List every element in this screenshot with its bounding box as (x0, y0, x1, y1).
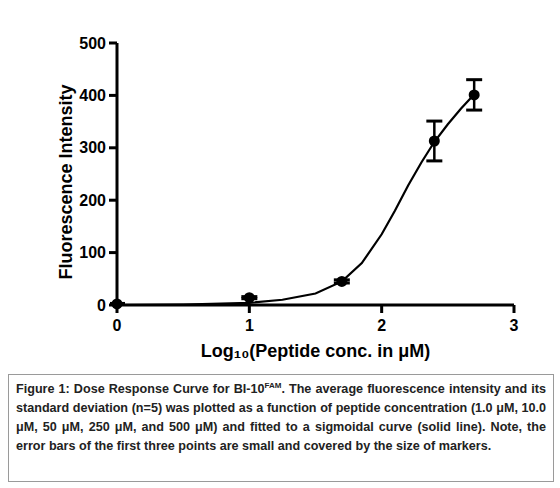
x-tick (380, 305, 383, 313)
y-tick-label: 300 (79, 139, 106, 156)
y-tick (109, 94, 117, 97)
x-tick-label: 2 (377, 317, 386, 334)
error-cap (466, 109, 482, 112)
y-tick (109, 199, 117, 202)
caption: Figure 1: Dose Response Curve for BI-10F… (8, 374, 554, 482)
y-tick-label: 500 (79, 35, 106, 52)
caption-superscript: FAM (265, 381, 282, 390)
y-tick (109, 146, 117, 149)
x-tick-label: 1 (245, 317, 254, 334)
y-tick (109, 42, 117, 45)
fit-curve (117, 94, 474, 305)
x-tick-label: 0 (113, 317, 122, 334)
y-tick (109, 251, 117, 254)
y-axis-label: Fluorescence Intensity (56, 84, 76, 279)
y-tick-label: 400 (79, 87, 106, 104)
plot-marks (110, 80, 482, 310)
error-cap (426, 120, 442, 123)
chart: 0 100 200 300 400 500 0 1 2 3 Fluorescence Intensi… (0, 0, 560, 372)
error-cap (426, 159, 442, 162)
y-axis (116, 43, 119, 307)
x-tick (248, 305, 251, 313)
x-tick-label: 3 (510, 317, 519, 334)
x-axis-label: Log₁₀(Peptide conc. in μM) (201, 341, 431, 361)
y-tick-label: 100 (79, 244, 106, 261)
caption-text: Dose Response Curve for BI-10 (70, 382, 265, 396)
caption-label: Figure 1: (16, 382, 70, 396)
x-tick (513, 305, 516, 313)
error-cap (466, 78, 482, 81)
y-tick-label: 0 (97, 297, 106, 314)
y-tick-label: 200 (79, 192, 106, 209)
